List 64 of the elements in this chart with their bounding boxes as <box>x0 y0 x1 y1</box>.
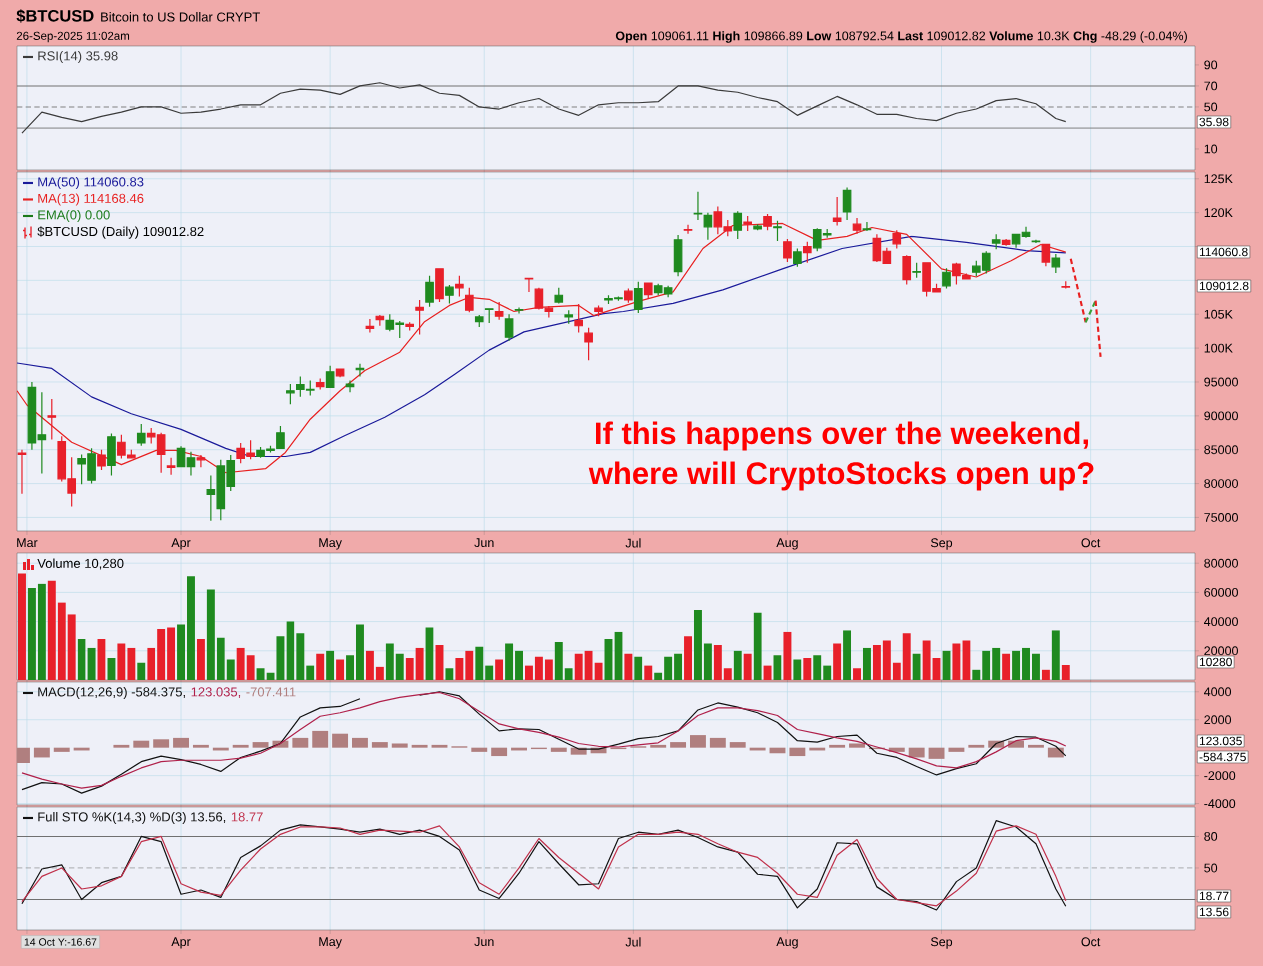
chart-subtitle: Bitcoin to US Dollar CRYPT <box>101 12 260 22</box>
x-tick-label: Mar <box>17 538 38 548</box>
text: 123.035 <box>1199 736 1242 746</box>
y-tick-label: 50 <box>1204 863 1218 873</box>
y-tick-label: 105K <box>1204 309 1233 319</box>
annotation: where will CryptoStocks open up? <box>588 461 1094 491</box>
y-tick-label: 80 <box>1204 831 1218 841</box>
y-tick-label: 60000 <box>1204 587 1238 597</box>
x-tick-label: Jun <box>474 538 494 548</box>
y-tick-label: 125K <box>1204 174 1233 184</box>
x-tick-label: Oct <box>1081 538 1101 548</box>
legend-label: Full STO %K(14,3) %D(3) 13.56, <box>38 811 226 825</box>
text: 109012.8 <box>1199 281 1249 291</box>
y-tick-label: 90000 <box>1204 411 1238 421</box>
legend-label: MA(13) 114168.46 <box>38 193 144 206</box>
text: 13.56 <box>1199 907 1229 917</box>
text: -584.375 <box>1199 752 1246 762</box>
y-tick-label: 70 <box>1204 81 1218 91</box>
y-tick-label: 85000 <box>1204 445 1238 455</box>
y-tick-label: 120K <box>1204 208 1233 218</box>
chart-title: $BTCUSD <box>16 9 94 23</box>
text: 35.98 <box>1199 117 1229 127</box>
text: 114060.8 <box>1199 247 1248 257</box>
y-tick-label: 75000 <box>1204 513 1238 522</box>
y-tick-label: 50 <box>1204 102 1218 112</box>
x-tick-label: Sep <box>930 538 953 550</box>
y-tick-label: 95000 <box>1204 377 1238 387</box>
x-tick-label: Jun <box>474 937 494 947</box>
legend-label: $BTCUSD (Daily) 109012.82 <box>37 226 204 239</box>
x-tick-label: Jul <box>625 538 641 548</box>
y-tick-label: 80000 <box>1204 558 1238 568</box>
text: 10280 <box>1199 657 1232 667</box>
x-tick-label: Apr <box>171 538 191 550</box>
text: 123.035, <box>191 687 241 699</box>
y-tick-label: 100K <box>1204 343 1233 353</box>
y-tick-label: 80000 <box>1204 479 1238 488</box>
annotation: If this happens over the weekend, <box>596 421 1088 451</box>
series-label: 18.77 <box>231 812 263 822</box>
x-tick-label: Jul <box>625 937 641 947</box>
y-tick-label: -2000 <box>1204 771 1236 781</box>
x-tick-label: May <box>319 937 342 949</box>
x-tick-label: Aug <box>776 538 798 550</box>
x-tick-label: May <box>319 538 342 550</box>
y-tick-label: -4000 <box>1204 799 1236 809</box>
text: Open 109061.11 High 109866.89 Low 108792.54 Last 109012.82 Volume 10.3K Chg -48.29 (-0.04%) <box>615 31 1187 43</box>
legend-label: MACD(12,26,9) -584.375, <box>38 686 185 700</box>
legend-label: EMA(0) 0.00 <box>38 209 110 223</box>
text: 26-Sep-2025 11:02am <box>16 31 130 43</box>
text: 18.77 <box>1199 891 1229 901</box>
y-tick-label: 90 <box>1204 60 1218 70</box>
y-tick-label: 10 <box>1204 144 1218 154</box>
text: -707.411 <box>246 687 296 697</box>
x-tick-label: Aug <box>776 937 798 949</box>
y-tick-label: 4000 <box>1204 687 1232 697</box>
x-tick-label: Apr <box>171 937 191 949</box>
legend-label: Volume 10,280 <box>37 558 124 570</box>
legend-label: MA(50) 114060.83 <box>38 176 144 190</box>
y-tick-label: 2000 <box>1204 715 1232 725</box>
y-tick-label: 40000 <box>1204 617 1238 627</box>
legend-label: RSI(14) 35.98 <box>38 50 118 64</box>
x-tick-label: Oct <box>1081 937 1101 947</box>
x-tick-label: Sep <box>930 937 953 949</box>
y-tick-label: 20000 <box>1204 646 1238 656</box>
text: 14 Oct Y:-16.67 <box>24 938 97 946</box>
